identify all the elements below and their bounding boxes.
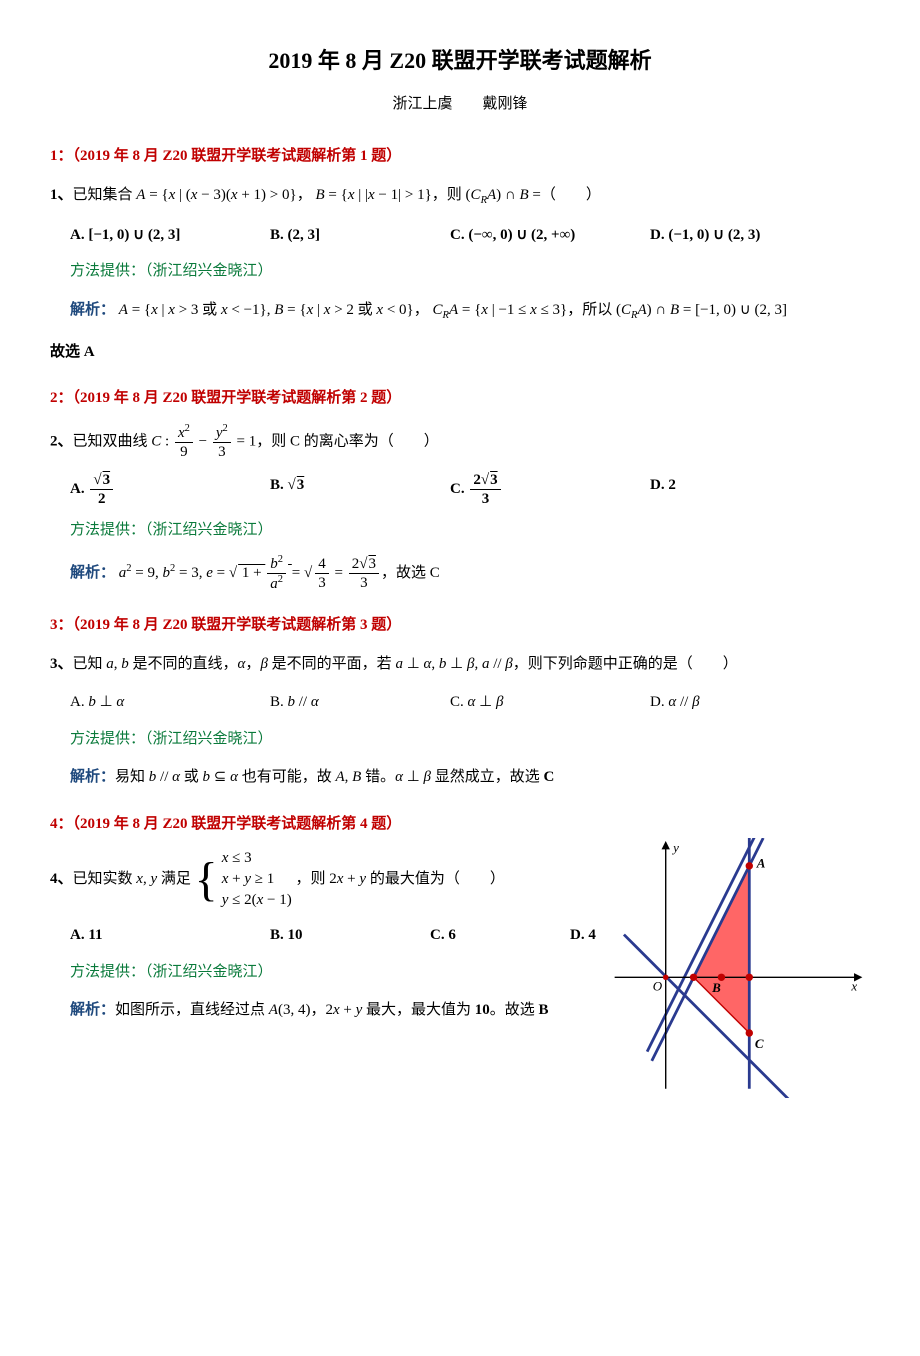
q3-sol-label: 解析：: [70, 769, 115, 785]
q2-opt-d: D. 2: [650, 471, 676, 508]
q4-opt-d: D. 4: [570, 921, 596, 950]
feasible-region: [694, 866, 750, 1033]
q4-sys2: x + y ≥ 1: [222, 869, 292, 890]
q1-text: 1、已知集合 A = {x | (x − 3)(x + 1) > 0}， B =…: [50, 181, 870, 211]
q1-provider: 方法提供：（浙江绍兴金晓江）: [70, 257, 870, 286]
q4-opt-b: B. 10: [270, 921, 430, 950]
label-C: C: [755, 1036, 764, 1051]
q3-opt-b: B. b // α: [270, 688, 450, 717]
point-C: [746, 1029, 753, 1036]
q3-opt-c: C. α ⊥ β: [450, 688, 650, 717]
q4-sol-label: 解析：: [70, 1002, 115, 1018]
q3-opt-d: D. α // β: [650, 688, 700, 717]
q4-options: A. 11 B. 10 C. 6 D. 4: [70, 921, 610, 950]
q1-header: 1：（2019 年 8 月 Z20 联盟开学联考试题解析第 1 题）: [50, 142, 870, 171]
q4-text: 4、已知实数 x, y 满足 { x ≤ 3 x + y ≥ 1 y ≤ 2(x…: [50, 848, 610, 911]
q4-opt-c: C. 6: [430, 921, 570, 950]
q3-solution: 解析：易知 b // α 或 b ⊆ α 也有可能，故 A, B 错。α ⊥ β…: [70, 763, 870, 792]
q2-text: 2、已知双曲线 C : x29 − y23 = 1，则 C 的离心率为（ ）: [50, 423, 870, 461]
subtitle-author: 戴刚锋: [483, 96, 528, 112]
q4-sys1: x ≤ 3: [222, 848, 292, 869]
q1-sol-label: 解析：: [70, 302, 115, 318]
q2-q-post: = 1，则 C 的离心率为（ ）: [237, 433, 439, 449]
q1-options: A. [−1, 0) ∪ (2, 3] B. (2, 3] C. (−∞, 0)…: [70, 221, 870, 250]
page-subtitle: 浙江上虞 戴刚锋: [50, 90, 870, 119]
q3-opt-a: A. b ⊥ α: [70, 688, 270, 717]
q2-solution: 解析： a2 = 9, b2 = 3, e = √ 1 + b2a2 = √43…: [70, 554, 870, 593]
label-O: O: [653, 978, 663, 993]
q4-row: 4、已知实数 x, y 满足 { x ≤ 3 x + y ≥ 1 y ≤ 2(x…: [50, 848, 870, 1109]
q4-header: 4：（2019 年 8 月 Z20 联盟开学联考试题解析第 4 题）: [50, 810, 870, 839]
q4-solution: 解析：如图所示，直线经过点 A(3, 4)，2x + y 最大，最大值为 10。…: [70, 996, 610, 1025]
q1-solution: 解析： A = {x | x > 3 或 x < −1}, B = {x | x…: [70, 296, 870, 326]
q1-opt-c: C. (−∞, 0) ∪ (2, +∞): [450, 221, 650, 250]
page-title: 2019 年 8 月 Z20 联盟开学联考试题解析: [50, 40, 870, 82]
q3-options: A. b ⊥ α B. b // α C. α ⊥ β D. α // β: [70, 688, 870, 717]
label-y: y: [671, 840, 679, 855]
q4-opt-a: A. 11: [70, 921, 270, 950]
point-B-left: [690, 974, 697, 981]
label-x: x: [850, 978, 857, 993]
point-O: [663, 975, 669, 981]
q2-opt-c: C. 2√33: [450, 471, 650, 508]
q2-provider: 方法提供：（浙江绍兴金晓江）: [70, 516, 870, 545]
q3-header: 3：（2019 年 8 月 Z20 联盟开学联考试题解析第 3 题）: [50, 611, 870, 640]
q2-sol-post: ，故选 C: [381, 565, 440, 581]
q2-options: A. √32 B. √3 C. 2√33 D. 2: [70, 471, 870, 508]
label-B: B: [711, 980, 721, 995]
q3-provider: 方法提供：（浙江绍兴金晓江）: [70, 725, 870, 754]
q4-provider: 方法提供：（浙江绍兴金晓江）: [70, 958, 610, 987]
point-on-x3: [746, 974, 753, 981]
label-A: A: [756, 856, 766, 871]
q2-opt-b: B. √3: [270, 471, 450, 508]
q3-text: 3、已知 a, b 是不同的直线，α，β 是不同的平面，若 a ⊥ α, b ⊥…: [50, 650, 870, 679]
q1-opt-d: D. (−1, 0) ∪ (2, 3): [650, 221, 760, 250]
point-A: [746, 862, 753, 869]
q2-opt-a: A. √32: [70, 471, 270, 508]
q4-sys3: y ≤ 2(x − 1): [222, 890, 292, 911]
q1-opt-b: B. (2, 3]: [270, 221, 450, 250]
q1-opt-a: A. [−1, 0) ∪ (2, 3]: [70, 221, 270, 250]
q4-graph: x y O A B C: [610, 838, 870, 1109]
subtitle-loc: 浙江上虞: [392, 96, 452, 112]
q2-sol-label: 解析：: [70, 565, 115, 581]
q1-answer: 故选 A: [50, 338, 870, 367]
q2-header: 2：（2019 年 8 月 Z20 联盟开学联考试题解析第 2 题）: [50, 384, 870, 413]
